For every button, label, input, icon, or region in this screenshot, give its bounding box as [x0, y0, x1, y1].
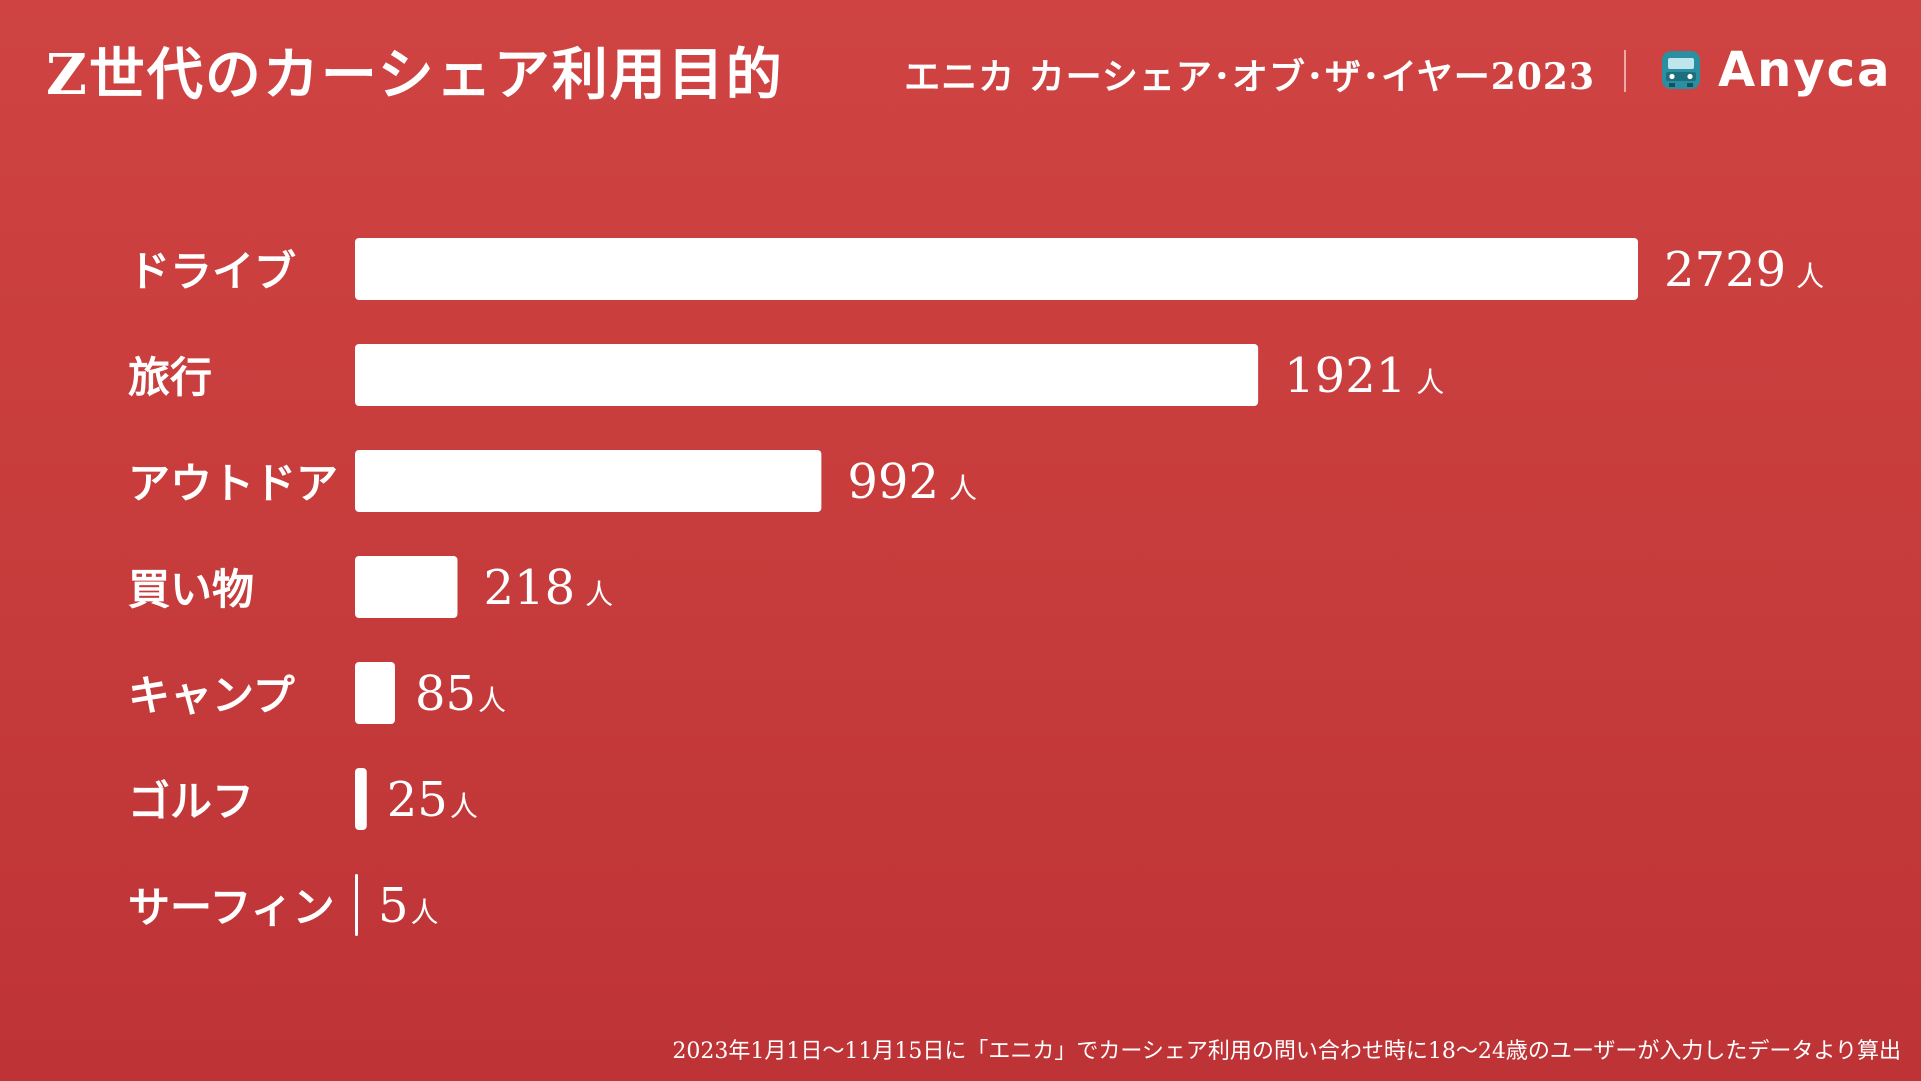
bar	[355, 450, 822, 512]
value-label: 85人	[415, 666, 506, 722]
bar	[355, 662, 395, 724]
bar	[355, 238, 1638, 300]
bar	[355, 344, 1259, 406]
logo-text: Anyca	[1718, 42, 1892, 98]
value-label: 5人	[378, 878, 439, 934]
event-title: エニカ カーシェア･オブ･ザ･イヤー2023	[904, 56, 1595, 98]
footnote: 2023年1月1日〜11月15日に「エニカ」でカーシェア利用の問い合わせ時に18…	[672, 1039, 1901, 1064]
value-label: 992 人	[847, 454, 977, 510]
bar	[355, 556, 458, 618]
bar	[355, 874, 358, 936]
category-label: 旅行	[128, 353, 212, 402]
value-label: 218 人	[483, 560, 613, 616]
header-divider	[1624, 50, 1626, 92]
brand-logo: Anyca	[1660, 40, 1891, 100]
category-label: アウトドア	[128, 459, 338, 508]
car-front-icon	[1662, 51, 1700, 89]
category-label: サーフィン	[128, 883, 335, 932]
category-label: 買い物	[128, 565, 254, 614]
category-label: ドライブ	[128, 247, 296, 296]
value-label: 25人	[387, 772, 478, 828]
category-label: キャンプ	[128, 671, 295, 720]
value-label: 1921 人	[1284, 348, 1444, 404]
value-label: 2729 人	[1664, 242, 1824, 298]
chart-title: Z世代のカーシェア利用目的	[46, 42, 784, 108]
category-label: ゴルフ	[128, 777, 254, 826]
bar	[355, 768, 367, 830]
